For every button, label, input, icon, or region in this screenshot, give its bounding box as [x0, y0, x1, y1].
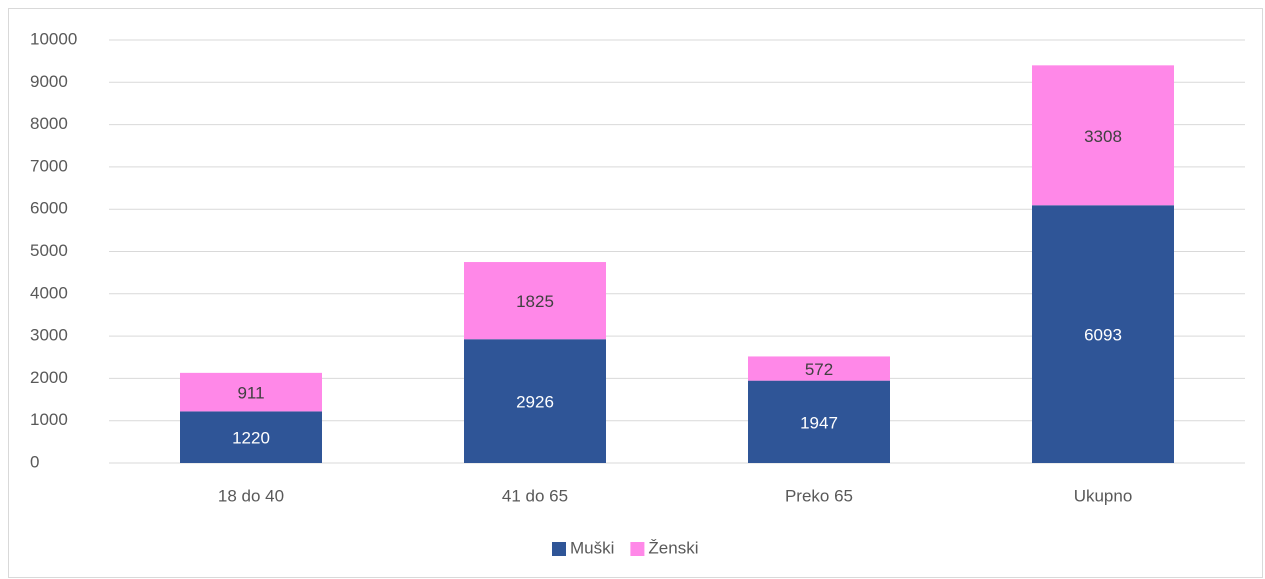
y-tick-label: 5000: [30, 241, 68, 260]
bar-segment: [464, 339, 606, 463]
legend-label: Muški: [570, 538, 614, 557]
data-label: 1825: [516, 292, 554, 311]
x-tick-label: 18 do 40: [218, 486, 284, 505]
bar-segment: [748, 356, 890, 381]
y-tick-label: 10000: [30, 29, 77, 48]
data-label: 1220: [232, 429, 270, 448]
y-tick-label: 0: [30, 452, 39, 471]
data-label: 1947: [800, 413, 838, 432]
y-tick-label: 9000: [30, 72, 68, 91]
bar-segment: [180, 372, 322, 412]
legend-label: Ženski: [648, 538, 698, 557]
x-tick-label: Preko 65: [785, 486, 853, 505]
data-label: 3308: [1084, 127, 1122, 146]
y-tick-label: 2000: [30, 368, 68, 387]
bar-segment: [748, 380, 890, 463]
data-label: 911: [237, 384, 264, 403]
y-tick-label: 3000: [30, 326, 68, 345]
bar-segment: [180, 411, 322, 463]
y-tick-label: 8000: [30, 114, 68, 133]
bar-segment: [1032, 65, 1174, 206]
legend-swatch: [552, 542, 566, 556]
legend-swatch: [630, 542, 645, 556]
y-tick-label: 1000: [30, 410, 68, 429]
y-tick-label: 6000: [30, 199, 68, 218]
x-tick-label: 41 do 65: [502, 486, 568, 505]
data-label: 572: [805, 360, 833, 379]
data-label: 2926: [516, 393, 554, 412]
bar-segment: [464, 262, 606, 340]
data-label: 6093: [1084, 326, 1122, 345]
y-tick-label: 4000: [30, 283, 68, 302]
x-tick-label: Ukupno: [1074, 486, 1133, 505]
bar-segment: [1032, 205, 1174, 463]
y-tick-label: 7000: [30, 156, 68, 175]
